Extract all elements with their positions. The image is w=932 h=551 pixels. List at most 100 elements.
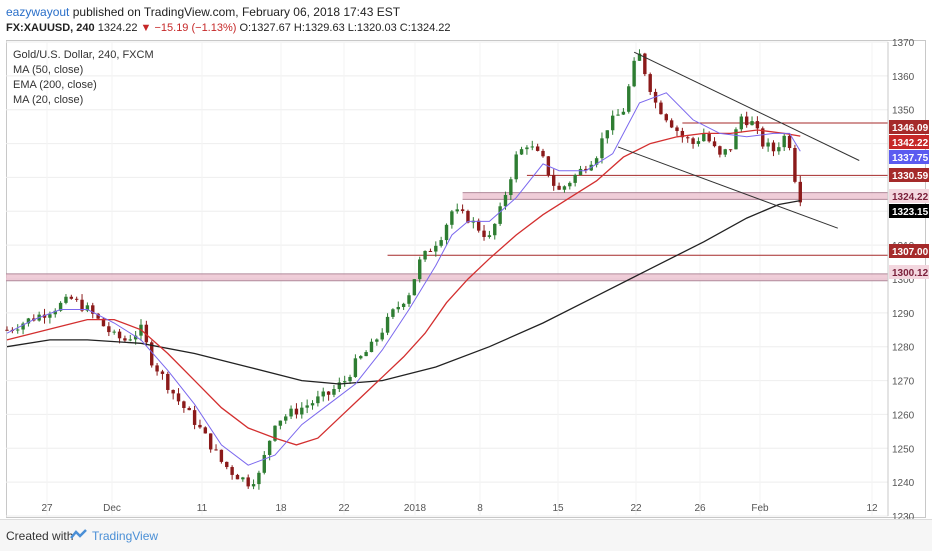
candle-body	[594, 158, 599, 165]
candle-body	[418, 259, 422, 280]
author-link[interactable]: eazywayout	[6, 5, 70, 19]
candle-body	[498, 206, 502, 224]
legend-ma20[interactable]: MA (20, close)	[13, 94, 84, 106]
candle-body	[5, 329, 9, 331]
price-tag-label: 1337.75	[892, 153, 929, 164]
ohlc-bar: FX:XAUUSD, 240 1324.22 ▼ −15.19 (−1.13%)…	[6, 22, 451, 34]
candle-body	[562, 186, 567, 190]
price-tag-label: 1300.12	[892, 268, 929, 279]
candle-body	[782, 135, 786, 148]
candle-body	[160, 371, 165, 374]
high-value: H:1329.63	[293, 22, 345, 34]
candle-body	[53, 310, 57, 315]
channel-line	[633, 51, 860, 161]
candle-body	[718, 146, 722, 155]
candle-body	[289, 408, 293, 417]
candle-body	[514, 154, 518, 180]
candle-body	[503, 195, 508, 207]
x-tick-label: 22	[630, 503, 642, 514]
publish-text: published on TradingView.com, February 0…	[72, 5, 401, 19]
candle-body	[761, 128, 765, 147]
candle-body	[744, 116, 749, 126]
candle-body	[541, 150, 545, 157]
candle-body	[85, 305, 90, 311]
candle-body	[423, 250, 427, 260]
trend-channel	[617, 51, 860, 229]
candle-body	[69, 296, 74, 299]
y-axis: 1230124012501260127012801290130013101320…	[887, 38, 915, 523]
candle-body	[128, 339, 132, 341]
price-tag	[889, 244, 929, 258]
tradingview-link[interactable]: TradingView	[92, 529, 159, 543]
candle-body	[48, 314, 52, 318]
x-tick-label: 22	[338, 503, 350, 514]
candle-body	[412, 279, 417, 296]
publish-info: eazywayout published on TradingView.com,…	[6, 5, 400, 19]
x-tick-label: Feb	[751, 503, 769, 514]
candle-body	[42, 314, 47, 318]
candle-body	[750, 121, 754, 126]
candle-body	[605, 130, 610, 139]
candle-body	[107, 326, 111, 333]
candle-body	[487, 235, 492, 237]
candle-body	[530, 146, 534, 148]
candle-body	[686, 137, 690, 139]
price-tag-label: 1324.22	[892, 192, 929, 203]
candle-body	[214, 449, 218, 451]
candle-body	[401, 303, 406, 307]
y-tick-label: 1270	[892, 377, 915, 388]
candle-body	[450, 211, 454, 225]
candle-body	[675, 127, 679, 131]
candle-body	[659, 102, 663, 115]
candle-body	[664, 114, 668, 121]
candle-body	[176, 393, 181, 402]
candle-body	[74, 298, 79, 300]
candle-body	[739, 116, 744, 130]
candle-body	[294, 408, 299, 415]
candle-body	[428, 250, 433, 252]
candle-body	[460, 209, 465, 211]
candle-body	[578, 168, 583, 175]
candle-body	[793, 147, 797, 182]
x-axis: 27 Dec 11 18 22 2018 8 15 22 26 Feb 12	[41, 503, 878, 514]
candle-body	[257, 472, 261, 485]
candle-body	[310, 403, 315, 406]
candle-body	[643, 53, 647, 75]
price-tag	[889, 189, 929, 203]
legend-ema200[interactable]: EMA (200, close)	[13, 79, 97, 91]
candle-body	[610, 115, 615, 131]
indicator-legend: Gold/U.S. Dollar, 240, FXCM MA (50, clos…	[13, 48, 154, 108]
candle-body	[493, 223, 497, 236]
support-zone	[6, 273, 888, 281]
candle-body	[64, 296, 68, 303]
footer-bar: Created with TradingView	[0, 519, 932, 551]
candle-body	[375, 339, 379, 342]
x-tick-label: 11	[197, 503, 208, 514]
candle-body	[632, 60, 636, 87]
horizontal-levels	[387, 122, 888, 256]
price-tag	[889, 168, 929, 182]
candles	[5, 49, 802, 490]
candle-body	[144, 324, 149, 343]
candle-body	[182, 401, 186, 408]
candle-body	[777, 147, 781, 152]
candle-body	[117, 331, 122, 339]
candle-body	[771, 142, 776, 152]
symbol-label: FX:XAUUSD, 240	[6, 22, 95, 34]
candle-body	[262, 454, 266, 473]
close-value: C:1324.22	[399, 22, 451, 34]
candle-body	[219, 449, 224, 462]
y-tick-label: 1350	[892, 106, 915, 117]
candle-body	[391, 309, 395, 317]
candle-body	[680, 130, 685, 138]
y-tick-label: 1260	[892, 410, 915, 421]
candle-body	[385, 316, 390, 333]
candle-body	[225, 461, 229, 468]
tradingview-logo-icon[interactable]	[70, 528, 88, 547]
candle-body	[26, 318, 31, 324]
legend-ma50[interactable]: MA (50, close)	[13, 64, 84, 76]
last-price: 1324.22	[97, 22, 138, 34]
x-tick-label: 2018	[404, 503, 427, 514]
candle-body	[434, 245, 438, 252]
